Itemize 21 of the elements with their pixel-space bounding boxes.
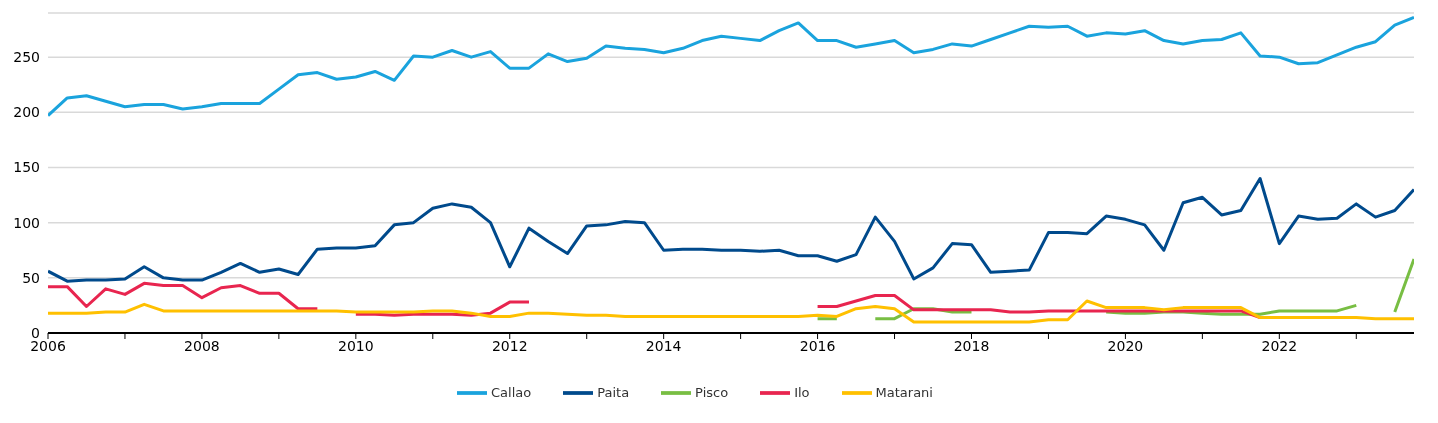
y-tick-label: 200 — [13, 104, 40, 121]
y-tick-label: 50 — [22, 269, 40, 286]
line-series — [48, 299, 1414, 324]
x-tick-label: 2022 — [1261, 337, 1298, 354]
legend-label: Matarani — [875, 384, 933, 400]
legend-label: Paita — [597, 384, 630, 400]
x-tick-label: 2020 — [1107, 337, 1144, 354]
y-tick-label: 250 — [13, 49, 40, 66]
x-tick-label: 2016 — [799, 337, 836, 354]
line-series — [48, 15, 1414, 118]
legend-label: Callao — [491, 384, 532, 400]
x-tick-label: 2008 — [184, 337, 220, 354]
legend-label: Ilo — [794, 384, 810, 400]
legend-label: Pisco — [695, 384, 729, 400]
x-tick-label: 2010 — [338, 337, 374, 354]
x-tick-label: 2018 — [953, 337, 990, 354]
x-tick-label: 2012 — [491, 337, 528, 354]
line-series — [48, 177, 1414, 283]
y-tick-label: 100 — [13, 214, 40, 231]
x-tick-label: 2014 — [645, 337, 682, 354]
y-tick-label: 150 — [13, 159, 40, 176]
